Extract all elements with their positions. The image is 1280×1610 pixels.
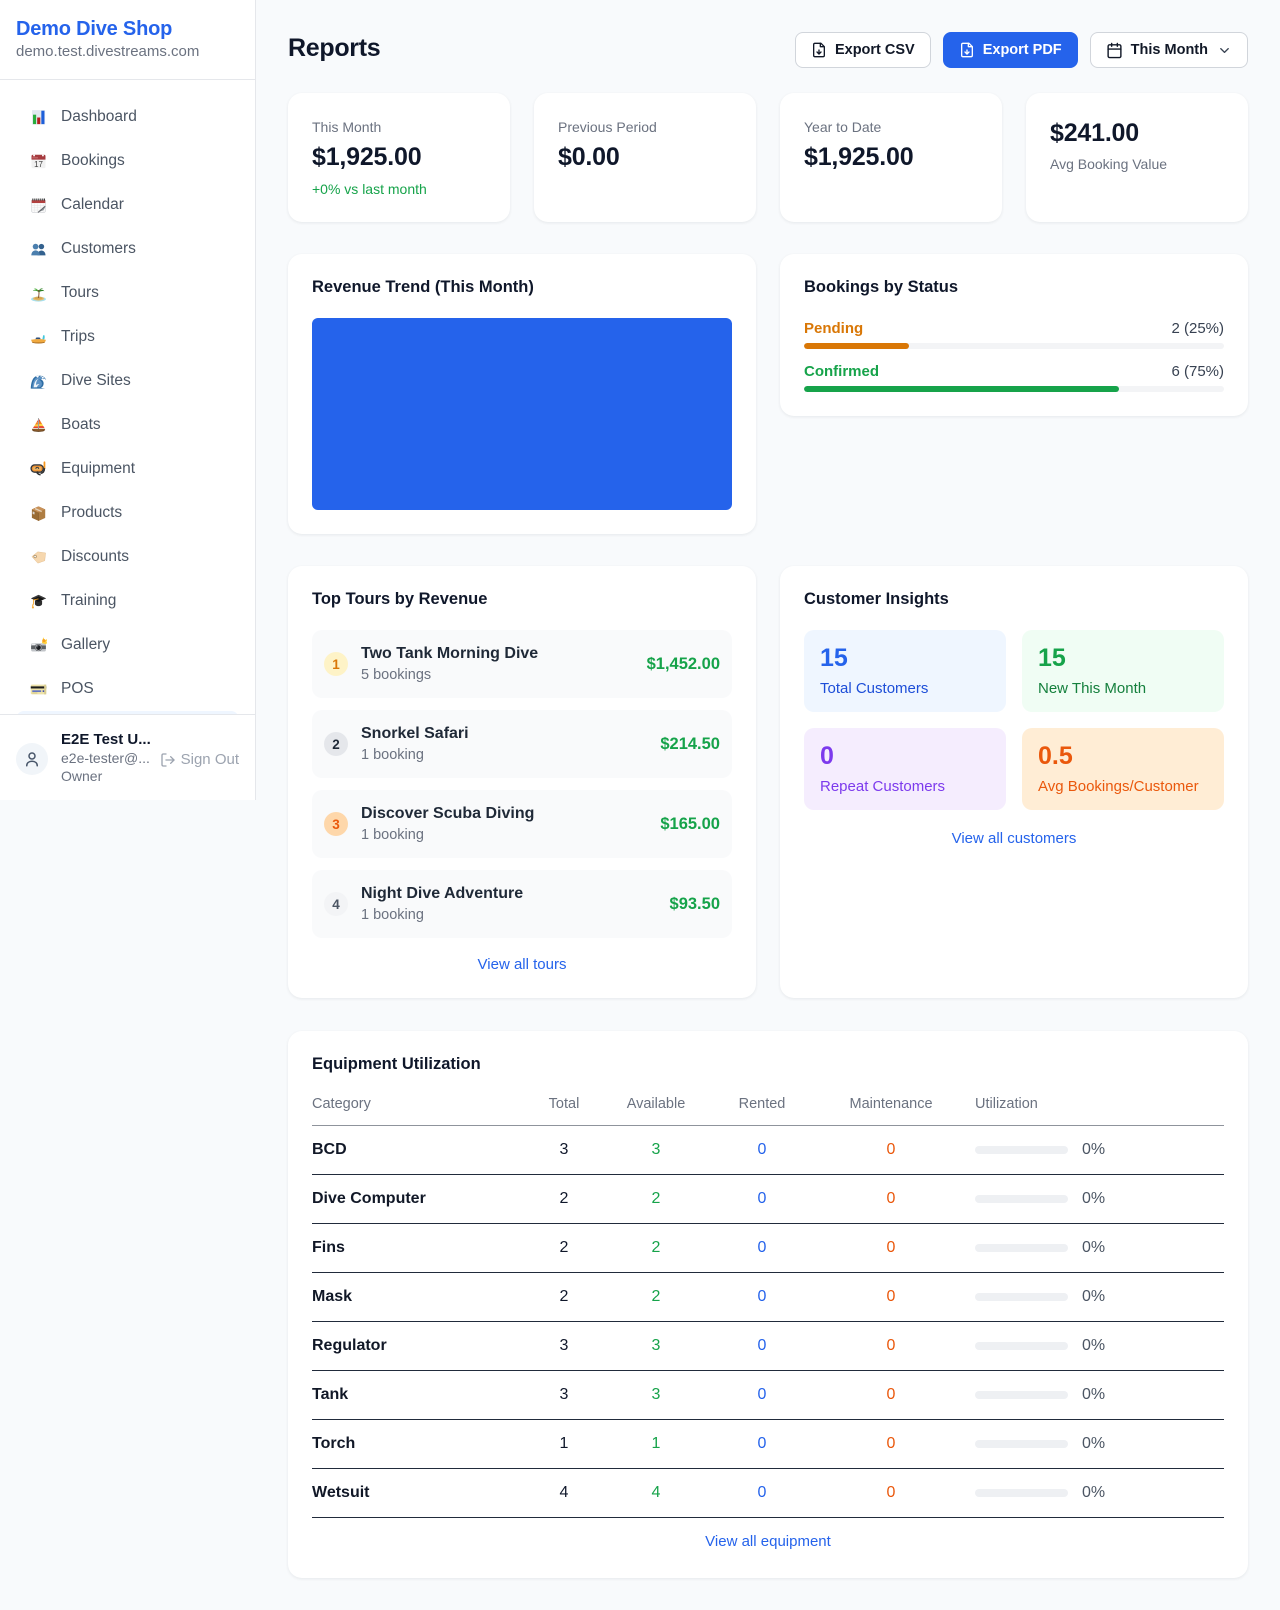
svg-text:17: 17 — [34, 159, 43, 168]
